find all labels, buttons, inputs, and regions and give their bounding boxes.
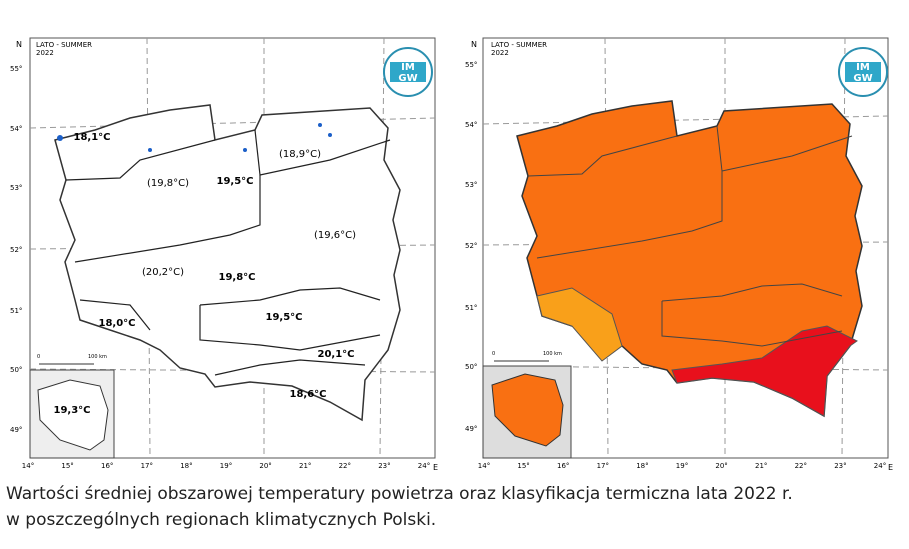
lat-label: 54°: [465, 121, 477, 129]
scale-label: 100 km: [543, 351, 562, 357]
lon-label: 23°: [378, 462, 390, 470]
lon-label: 18°: [636, 462, 648, 470]
lon-label: 21°: [299, 462, 311, 470]
logo-band: [390, 62, 426, 82]
lat-label: 52°: [10, 246, 22, 254]
region-value: (20,2°C): [142, 267, 184, 278]
lon-label: 19°: [220, 462, 232, 470]
lon-label: 17°: [141, 462, 153, 470]
lon-label: 14°: [22, 462, 34, 470]
lon-label: 15°: [517, 462, 529, 470]
lat-label: 51°: [10, 307, 22, 315]
logo-text: GW: [398, 73, 417, 84]
lat-label: 55°: [465, 61, 477, 69]
lat-label: 52°: [465, 242, 477, 250]
lon-label: 24°: [874, 462, 886, 470]
scale-label: 100 km: [88, 354, 107, 360]
lat-label: 55°: [10, 65, 22, 73]
hot-region: [671, 325, 858, 417]
east-label: E: [888, 463, 893, 472]
logo-text: IM: [401, 62, 415, 73]
lon-label: 16°: [557, 462, 569, 470]
lon-label: 16°: [101, 462, 113, 470]
scale-label: 0: [492, 351, 495, 357]
lon-label: 22°: [795, 462, 807, 470]
lon-label: 21°: [755, 462, 767, 470]
scale-label: 0: [37, 354, 40, 360]
region-values: 18,1°C (19,8°C) 19,5°C (18,9°C) (19,6°C) (20,…: [73, 132, 356, 400]
lat-label: 51°: [465, 304, 477, 312]
logo-text: IM: [856, 62, 870, 73]
lat-label: 50°: [465, 363, 477, 371]
lon-label: 15°: [61, 462, 73, 470]
region-value: 18,0°C: [98, 318, 135, 329]
lat-label: 50°: [10, 366, 22, 374]
warm-region: [536, 287, 623, 362]
region-value: (19,8°C): [147, 178, 189, 189]
lon-label: 24°: [418, 462, 430, 470]
north-label: N: [16, 40, 22, 49]
lon-label: 20°: [259, 462, 271, 470]
region-value: 19,8°C: [218, 272, 255, 283]
map-year: 2022: [491, 49, 509, 57]
lon-label: 17°: [597, 462, 609, 470]
inset-value: 19,3°C: [53, 405, 90, 416]
caption-line: w poszczególnych regionach klimatycznych…: [6, 510, 437, 530]
lat-label: 49°: [465, 425, 477, 433]
lon-label: 19°: [676, 462, 688, 470]
region-borders: [65, 129, 391, 376]
lat-label: 49°: [10, 426, 22, 434]
logo-band: [845, 62, 881, 82]
region-value: 18,1°C: [73, 132, 110, 143]
map-year: 2022: [36, 49, 54, 57]
lakes: [57, 123, 332, 152]
lon-label: 20°: [715, 462, 727, 470]
logo-text: GW: [853, 73, 872, 84]
region-value: 18,6°C: [289, 389, 326, 400]
lat-label: 53°: [465, 181, 477, 189]
region-borders: [527, 125, 853, 347]
region-value: (19,6°C): [314, 230, 356, 241]
map-title: LATO - SUMMER: [491, 41, 547, 49]
caption-line: Wartości średniej obszarowej temperatury…: [6, 484, 793, 504]
inset-outline: [491, 373, 564, 447]
inset-outline: [37, 379, 109, 451]
lat-label: 54°: [10, 125, 22, 133]
north-label: N: [471, 40, 477, 49]
lon-label: 14°: [478, 462, 490, 470]
map-title: LATO - SUMMER: [36, 41, 92, 49]
region-value: 20,1°C: [317, 349, 354, 360]
lon-label: 23°: [834, 462, 846, 470]
region-value: 19,5°C: [216, 176, 253, 187]
maps: 18,1°C (19,8°C) 19,5°C (18,9°C) (19,6°C) (20,…: [10, 37, 893, 472]
lat-label: 53°: [10, 184, 22, 192]
lon-label: 22°: [339, 462, 351, 470]
lon-label: 18°: [180, 462, 192, 470]
region-value: (18,9°C): [279, 149, 321, 160]
region-value: 19,5°C: [265, 312, 302, 323]
east-label: E: [433, 463, 438, 472]
